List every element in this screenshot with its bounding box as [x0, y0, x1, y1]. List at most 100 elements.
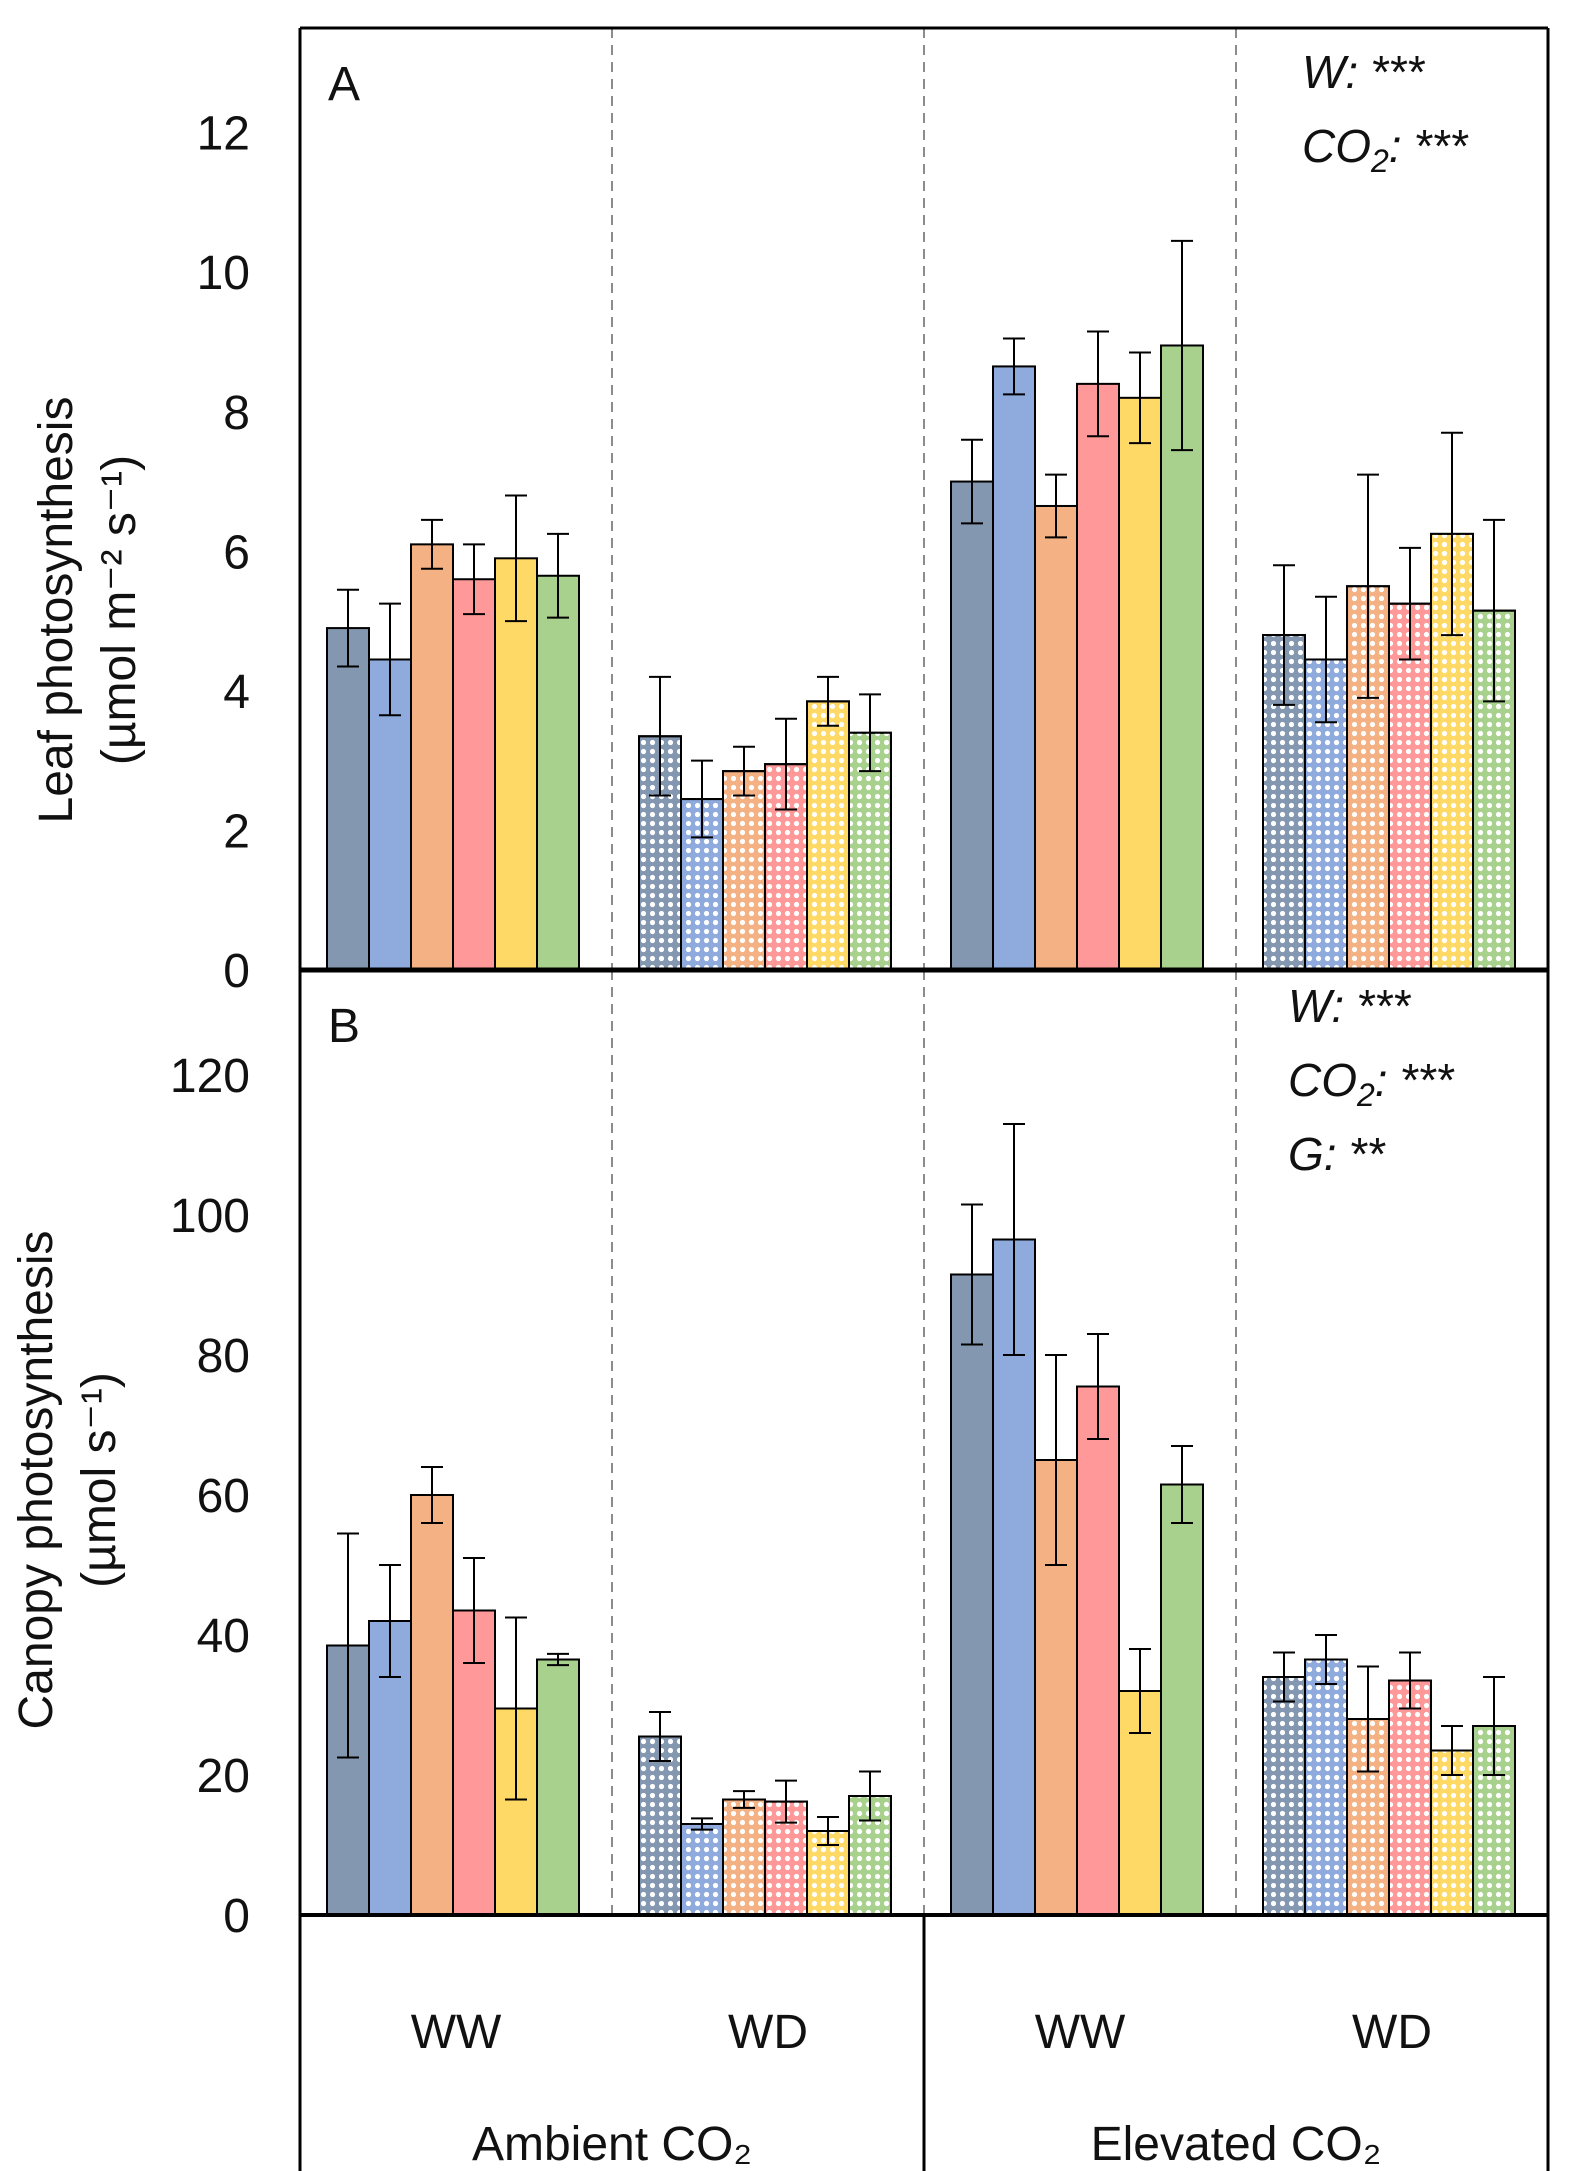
error-bar [547, 1652, 569, 1667]
x-axis-labels: WW WD WW WD Ambient CO₂ Elevated CO₂ [411, 2006, 1432, 2171]
error-bar [1315, 595, 1337, 724]
error-bar [1441, 431, 1463, 637]
stat-co2: CO2: *** [1288, 1054, 1455, 1113]
y-tick-label: 80 [197, 1330, 250, 1383]
error-bar [775, 1779, 797, 1824]
error-bar [1399, 1651, 1421, 1710]
y-tick-label: 6 [223, 526, 250, 579]
error-bar [379, 1564, 401, 1678]
bar-hatch [680, 1823, 724, 1916]
bar-hatch [1304, 1658, 1348, 1916]
water-label-ambient-wd: WD [728, 2006, 808, 2059]
error-bar [817, 675, 839, 727]
error-bar [1399, 546, 1421, 661]
y-tick-label: 0 [223, 945, 250, 998]
error-bar [1003, 1123, 1025, 1356]
panel-b-ylabel-line1: Canopy photosynthesis [10, 1231, 63, 1730]
bar-hatch [1262, 1676, 1306, 1916]
panel-a: A W: *** CO2: *** Leaf photosynthesis (µmo… [30, 46, 1469, 823]
bar-elevated-co₂-ww-4 [1076, 382, 1120, 972]
bar-elevated-co₂-ww-5 [1118, 396, 1162, 972]
error-bar [1441, 1725, 1463, 1776]
panel-b: B W: *** CO2: *** G: ** Canopy photosynthes… [10, 980, 1455, 1729]
error-bar [1483, 518, 1505, 703]
bar-hatch [848, 731, 892, 971]
y-tick-label: 40 [197, 1610, 250, 1663]
bar-ambient-co₂-ww-4 [452, 578, 496, 971]
error-bar [691, 1817, 713, 1831]
error-bar [1273, 1651, 1295, 1703]
error-bar [463, 543, 485, 616]
error-bar [337, 1532, 359, 1759]
y-tick-label: 120 [170, 1050, 250, 1103]
error-bar [1357, 473, 1379, 699]
error-bar [1273, 564, 1295, 706]
stat-water: W: *** [1288, 980, 1412, 1032]
error-bar [691, 759, 713, 839]
stat-genotype: G: ** [1288, 1128, 1386, 1180]
bar-elevated-co₂-ww-3 [1034, 504, 1078, 971]
bar-elevated-co₂-ww-4 [1076, 1385, 1120, 1916]
error-bar [859, 1770, 881, 1822]
panel-a-stats: W: *** CO2: *** [1302, 46, 1469, 179]
error-bar [1045, 473, 1067, 539]
y-tick-label: 20 [197, 1750, 250, 1803]
panel-b-plot: 0 20 40 60 80 100 120 [170, 970, 1516, 1943]
error-bar [649, 675, 671, 797]
error-bar [1171, 1445, 1193, 1524]
error-bar [961, 1203, 983, 1346]
bar-elevated-co₂-ww-1 [950, 1273, 994, 1916]
bar-ambient-co₂-ww-1 [326, 627, 370, 971]
bar-hatch [1388, 602, 1432, 972]
error-bar [421, 518, 443, 570]
error-bar [961, 438, 983, 525]
error-bar [817, 1816, 839, 1846]
error-bar [463, 1557, 485, 1664]
stat-co2: CO2: *** [1302, 120, 1469, 179]
bar-elevated-co₂-ww-6 [1160, 1483, 1204, 1916]
y-tick-label: 8 [223, 387, 250, 440]
error-bar [649, 1711, 671, 1762]
error-bar [1129, 1648, 1151, 1734]
error-bar [1129, 351, 1151, 445]
y-tick-label: 0 [223, 1890, 250, 1943]
panel-a-plot: 0 2 4 6 8 10 12 [197, 28, 1516, 998]
error-bar [1045, 1354, 1067, 1566]
error-bar [505, 494, 527, 623]
bar-hatch [1388, 1679, 1432, 1916]
error-bar [733, 1790, 755, 1809]
panel-a-ylabel-line1: Leaf photosynthesis [30, 397, 83, 824]
y-tick-label: 100 [170, 1190, 250, 1243]
error-bar [1087, 1333, 1109, 1440]
y-tick-label: 10 [197, 247, 250, 300]
y-tick-label: 12 [197, 108, 250, 161]
panel-a-ylabel-line2: (µmol m⁻² s⁻¹) [93, 455, 146, 765]
bar-hatch [638, 1735, 682, 1916]
co2-label-ambient: Ambient CO₂ [472, 2118, 752, 2171]
error-bar [379, 602, 401, 717]
water-label-elevated-ww: WW [1035, 2006, 1126, 2059]
error-bar [337, 588, 359, 668]
bar-hatch [722, 770, 766, 972]
error-bar [1171, 239, 1193, 452]
error-bar [733, 745, 755, 797]
panel-b-label: B [328, 1000, 360, 1053]
panel-b-stats: W: *** CO2: *** G: ** [1288, 980, 1455, 1180]
error-bar [547, 532, 569, 619]
y-tick-label: 4 [223, 666, 250, 719]
stat-water: W: *** [1302, 46, 1426, 98]
bar-ambient-co₂-ww-6 [536, 574, 580, 971]
bar-ambient-co₂-ww-3 [410, 543, 454, 971]
co2-label-elevated: Elevated CO₂ [1091, 2118, 1382, 2171]
panel-b-ylabel-line2: (µmol s⁻¹) [73, 1372, 126, 1588]
error-bar [775, 717, 797, 811]
error-bar [1357, 1665, 1379, 1773]
bar-ambient-co₂-ww-6 [536, 1658, 580, 1916]
error-bar [859, 693, 881, 773]
error-bar [1483, 1676, 1505, 1776]
water-label-ambient-ww: WW [411, 2006, 502, 2059]
water-label-elevated-wd: WD [1352, 2006, 1432, 2059]
y-tick-label: 2 [223, 805, 250, 858]
